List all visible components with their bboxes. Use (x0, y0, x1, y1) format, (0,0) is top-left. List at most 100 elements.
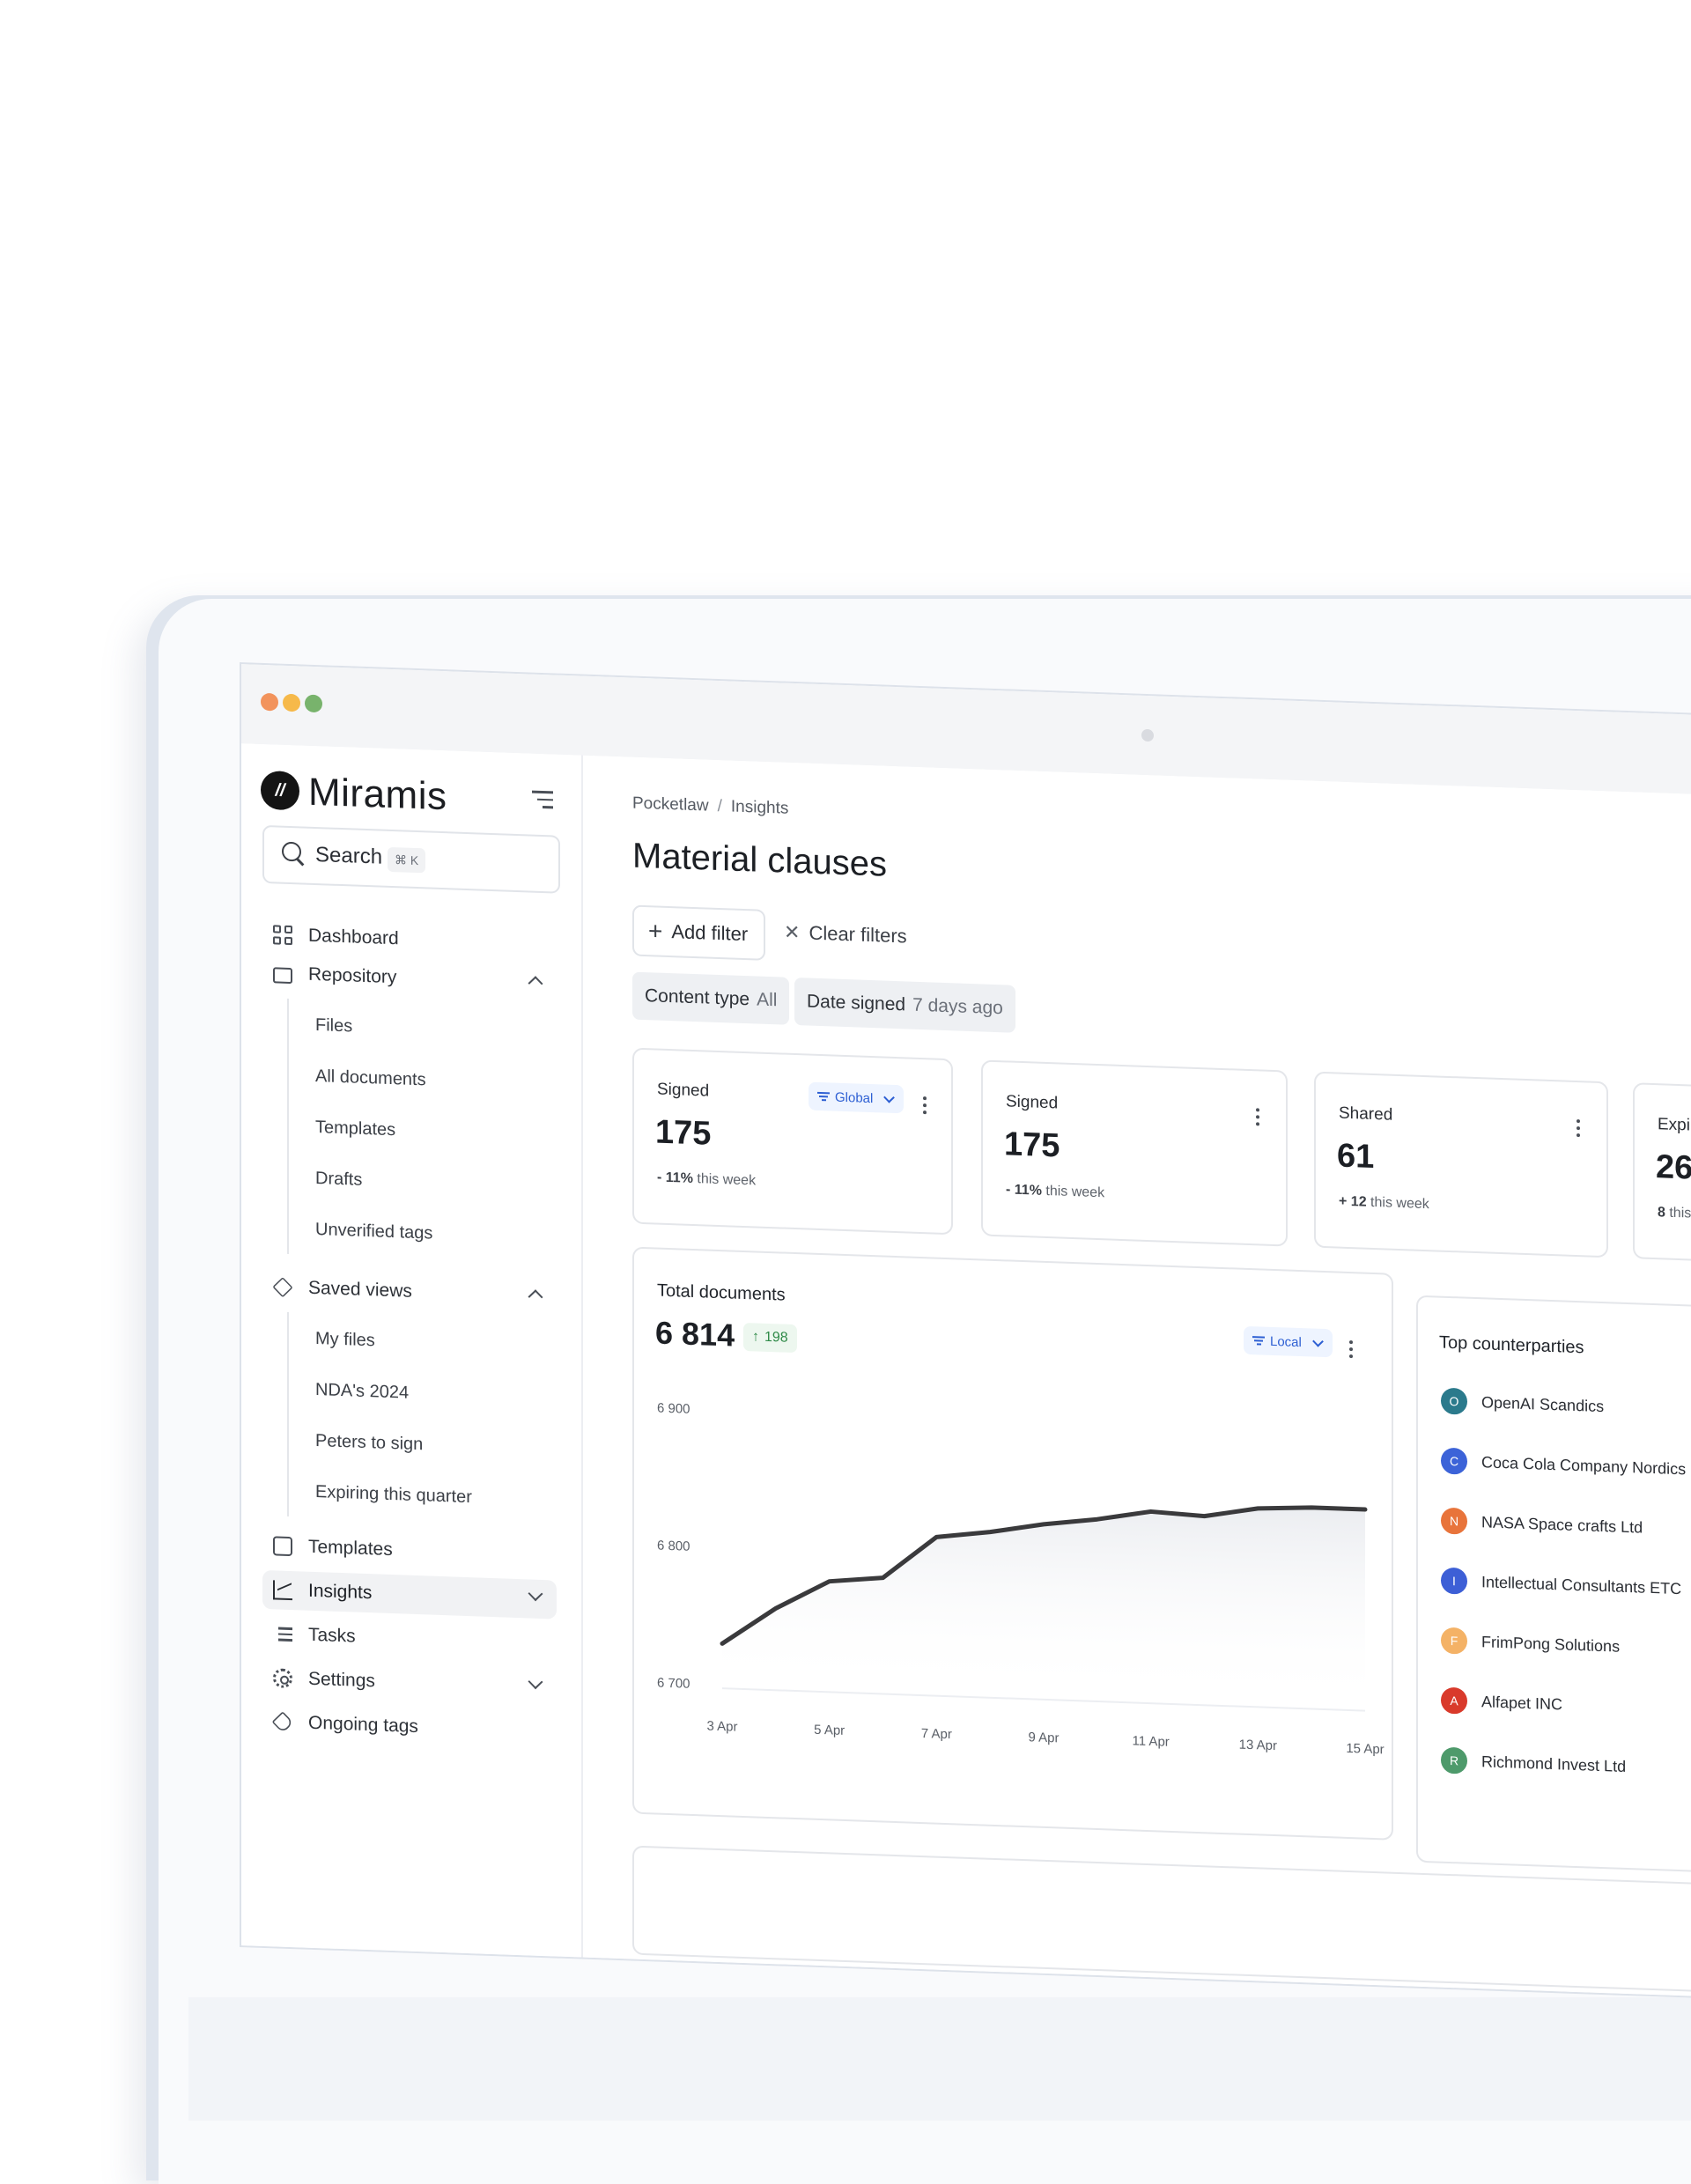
menu-icon[interactable] (532, 790, 553, 811)
x-tick-label: 5 Apr (814, 1723, 845, 1738)
chart-area (722, 1507, 1365, 1708)
search-input[interactable]: Search ⌘ K (262, 824, 560, 894)
sidebar-subitem-peters-to-sign[interactable]: Peters to sign (315, 1431, 424, 1455)
filter-icon (1252, 1334, 1265, 1347)
scope-label: Global (835, 1089, 874, 1106)
search-placeholder: Search (315, 843, 383, 869)
breadcrumb: Pocketlaw / Insights (632, 794, 788, 819)
chip-key: Content type (645, 985, 750, 1010)
breadcrumb-separator: / (717, 796, 722, 816)
window-maximize-button[interactable] (305, 694, 322, 713)
sidebar-item-label: Ongoing tags (308, 1712, 418, 1738)
x-tick-label: 13 Apr (1239, 1738, 1277, 1754)
add-filter-button[interactable]: + Add filter (632, 904, 766, 961)
counterparty-name: Richmond Invest Ltd (1481, 1752, 1627, 1775)
counterparties-title: Top counterparties (1439, 1332, 1584, 1358)
sidebar-item-label: Saved views (308, 1277, 412, 1302)
counterparty-item[interactable]: O OpenAI Scandics (1441, 1386, 1604, 1421)
stat-value: 175 (1004, 1125, 1060, 1165)
top-counterparties-card: Top counterparties O OpenAI Scandics C Coca… (1416, 1295, 1691, 1875)
stat-delta: - 11% this week (657, 1169, 757, 1189)
chevron-up-icon[interactable] (528, 976, 543, 992)
sidebar-item-ongoing-tags[interactable]: Ongoing tags (262, 1702, 557, 1752)
stat-value: 26 (1656, 1148, 1691, 1187)
sidebar-item-label: Repository (308, 963, 397, 988)
stat-label: Signed (657, 1080, 710, 1101)
chevron-down-icon[interactable] (528, 1586, 543, 1602)
line-chart: 6 900 6 800 6 700 3 Apr 5 Apr 7 Apr 9 Apr 11 A… (657, 1401, 1385, 1758)
counterparty-item[interactable]: F FrimPong Solutions (1441, 1626, 1620, 1662)
sidebar-subitem-expiring-this-quarter[interactable]: Expiring this quarter (315, 1482, 472, 1508)
gear-icon (273, 1668, 292, 1689)
counterparty-item[interactable]: C Coca Cola Company Nordics (1441, 1446, 1686, 1485)
sidebar-item-label: Settings (308, 1668, 375, 1692)
more-options-icon[interactable] (1256, 1108, 1259, 1129)
logo-icon: // (261, 770, 299, 811)
chevron-down-icon[interactable] (528, 1674, 543, 1690)
more-options-icon[interactable] (1577, 1119, 1580, 1140)
chart-icon (273, 1580, 292, 1601)
chevron-down-icon (1311, 1335, 1324, 1347)
window-minimize-button[interactable] (283, 693, 300, 712)
sidebar-item-templates[interactable]: Templates (262, 1526, 557, 1575)
chart-total-value: 6 814 (655, 1314, 735, 1354)
total-documents-card: Total documents 6 814 ↑ 198 Local 6 900 6 … (632, 1246, 1393, 1841)
clear-filters-label: Clear filters (809, 921, 907, 948)
chart-title: Total documents (657, 1280, 786, 1305)
stat-delta: 8 this (1658, 1205, 1691, 1221)
chart-series-line (720, 1505, 1368, 1646)
plus-icon: + (648, 917, 663, 945)
repository-submenu: Files All documents Templates Drafts Unv… (287, 998, 553, 1264)
counterparty-item[interactable]: A Alfapet INC (1441, 1686, 1562, 1720)
avatar: C (1441, 1447, 1467, 1475)
counterparty-name: FrimPong Solutions (1481, 1632, 1621, 1656)
filter-chip-content-type[interactable]: Content type All (632, 971, 790, 1025)
more-options-icon[interactable] (923, 1096, 927, 1118)
filter-chip-date-signed[interactable]: Date signed 7 days ago (794, 978, 1015, 1033)
counterparty-item[interactable]: R Richmond Invest Ltd (1441, 1745, 1626, 1782)
close-icon: ✕ (784, 920, 801, 944)
sidebar-subitem-all-documents[interactable]: All documents (315, 1066, 426, 1090)
stat-label: Expir (1658, 1115, 1691, 1135)
sidebar-item-label: Dashboard (308, 925, 399, 949)
y-tick-label: 6 700 (657, 1676, 690, 1692)
folder-icon (273, 966, 292, 984)
brand-name: Miramis (308, 770, 447, 819)
sidebar-item-saved-views[interactable]: Saved views (262, 1267, 557, 1317)
counterparty-name: OpenAI Scandics (1481, 1392, 1605, 1415)
stat-card: Signed 175 - 11% this week (981, 1059, 1288, 1247)
sidebar-subitem-my-files[interactable]: My files (315, 1329, 375, 1351)
more-options-icon[interactable] (1349, 1340, 1353, 1361)
sidebar-subitem-files[interactable]: Files (315, 1015, 353, 1037)
breadcrumb-current: Insights (730, 797, 789, 818)
scope-label: Local (1270, 1333, 1302, 1350)
edit-icon (273, 1536, 292, 1557)
growth-value: 198 (764, 1329, 788, 1346)
avatar: O (1441, 1387, 1467, 1415)
sidebar-subitem-unverified-tags[interactable]: Unverified tags (315, 1220, 433, 1243)
y-tick-label: 6 900 (657, 1401, 690, 1417)
sidebar-subitem-ndas-2024[interactable]: NDA's 2024 (315, 1380, 410, 1403)
sidebar-subitem-drafts[interactable]: Drafts (315, 1169, 363, 1190)
scope-dropdown[interactable]: Local (1244, 1325, 1333, 1358)
clear-filters-button[interactable]: ✕ Clear filters (784, 921, 907, 948)
counterparty-item[interactable]: N NASA Space crafts Ltd (1441, 1506, 1643, 1543)
sidebar-subitem-templates[interactable]: Templates (315, 1118, 396, 1140)
sidebar-item-insights[interactable]: Insights (262, 1569, 557, 1620)
avatar: F (1441, 1627, 1467, 1655)
counterparty-item[interactable]: I Intellectual Consultants ETC (1441, 1566, 1681, 1605)
layers-icon (272, 1277, 293, 1298)
search-shortcut-badge: ⌘ K (388, 846, 426, 874)
scope-dropdown[interactable]: Global (809, 1081, 905, 1114)
app-window: // Miramis Search ⌘ K Dashboard Reposito… (240, 662, 1691, 2001)
x-axis-line (722, 1687, 1365, 1712)
x-tick-label: 15 Apr (1346, 1741, 1384, 1758)
stat-card: Expir 26 8 this (1633, 1082, 1691, 1268)
sidebar-item-settings[interactable]: Settings (262, 1658, 557, 1708)
chevron-up-icon[interactable] (528, 1289, 543, 1305)
sidebar-item-label: Tasks (308, 1624, 356, 1647)
sidebar-item-tasks[interactable]: Tasks (262, 1614, 557, 1664)
stat-card: Shared 61 + 12 this week (1314, 1071, 1608, 1258)
breadcrumb-link-pocketlaw[interactable]: Pocketlaw (632, 793, 709, 815)
window-close-button[interactable] (261, 692, 278, 712)
